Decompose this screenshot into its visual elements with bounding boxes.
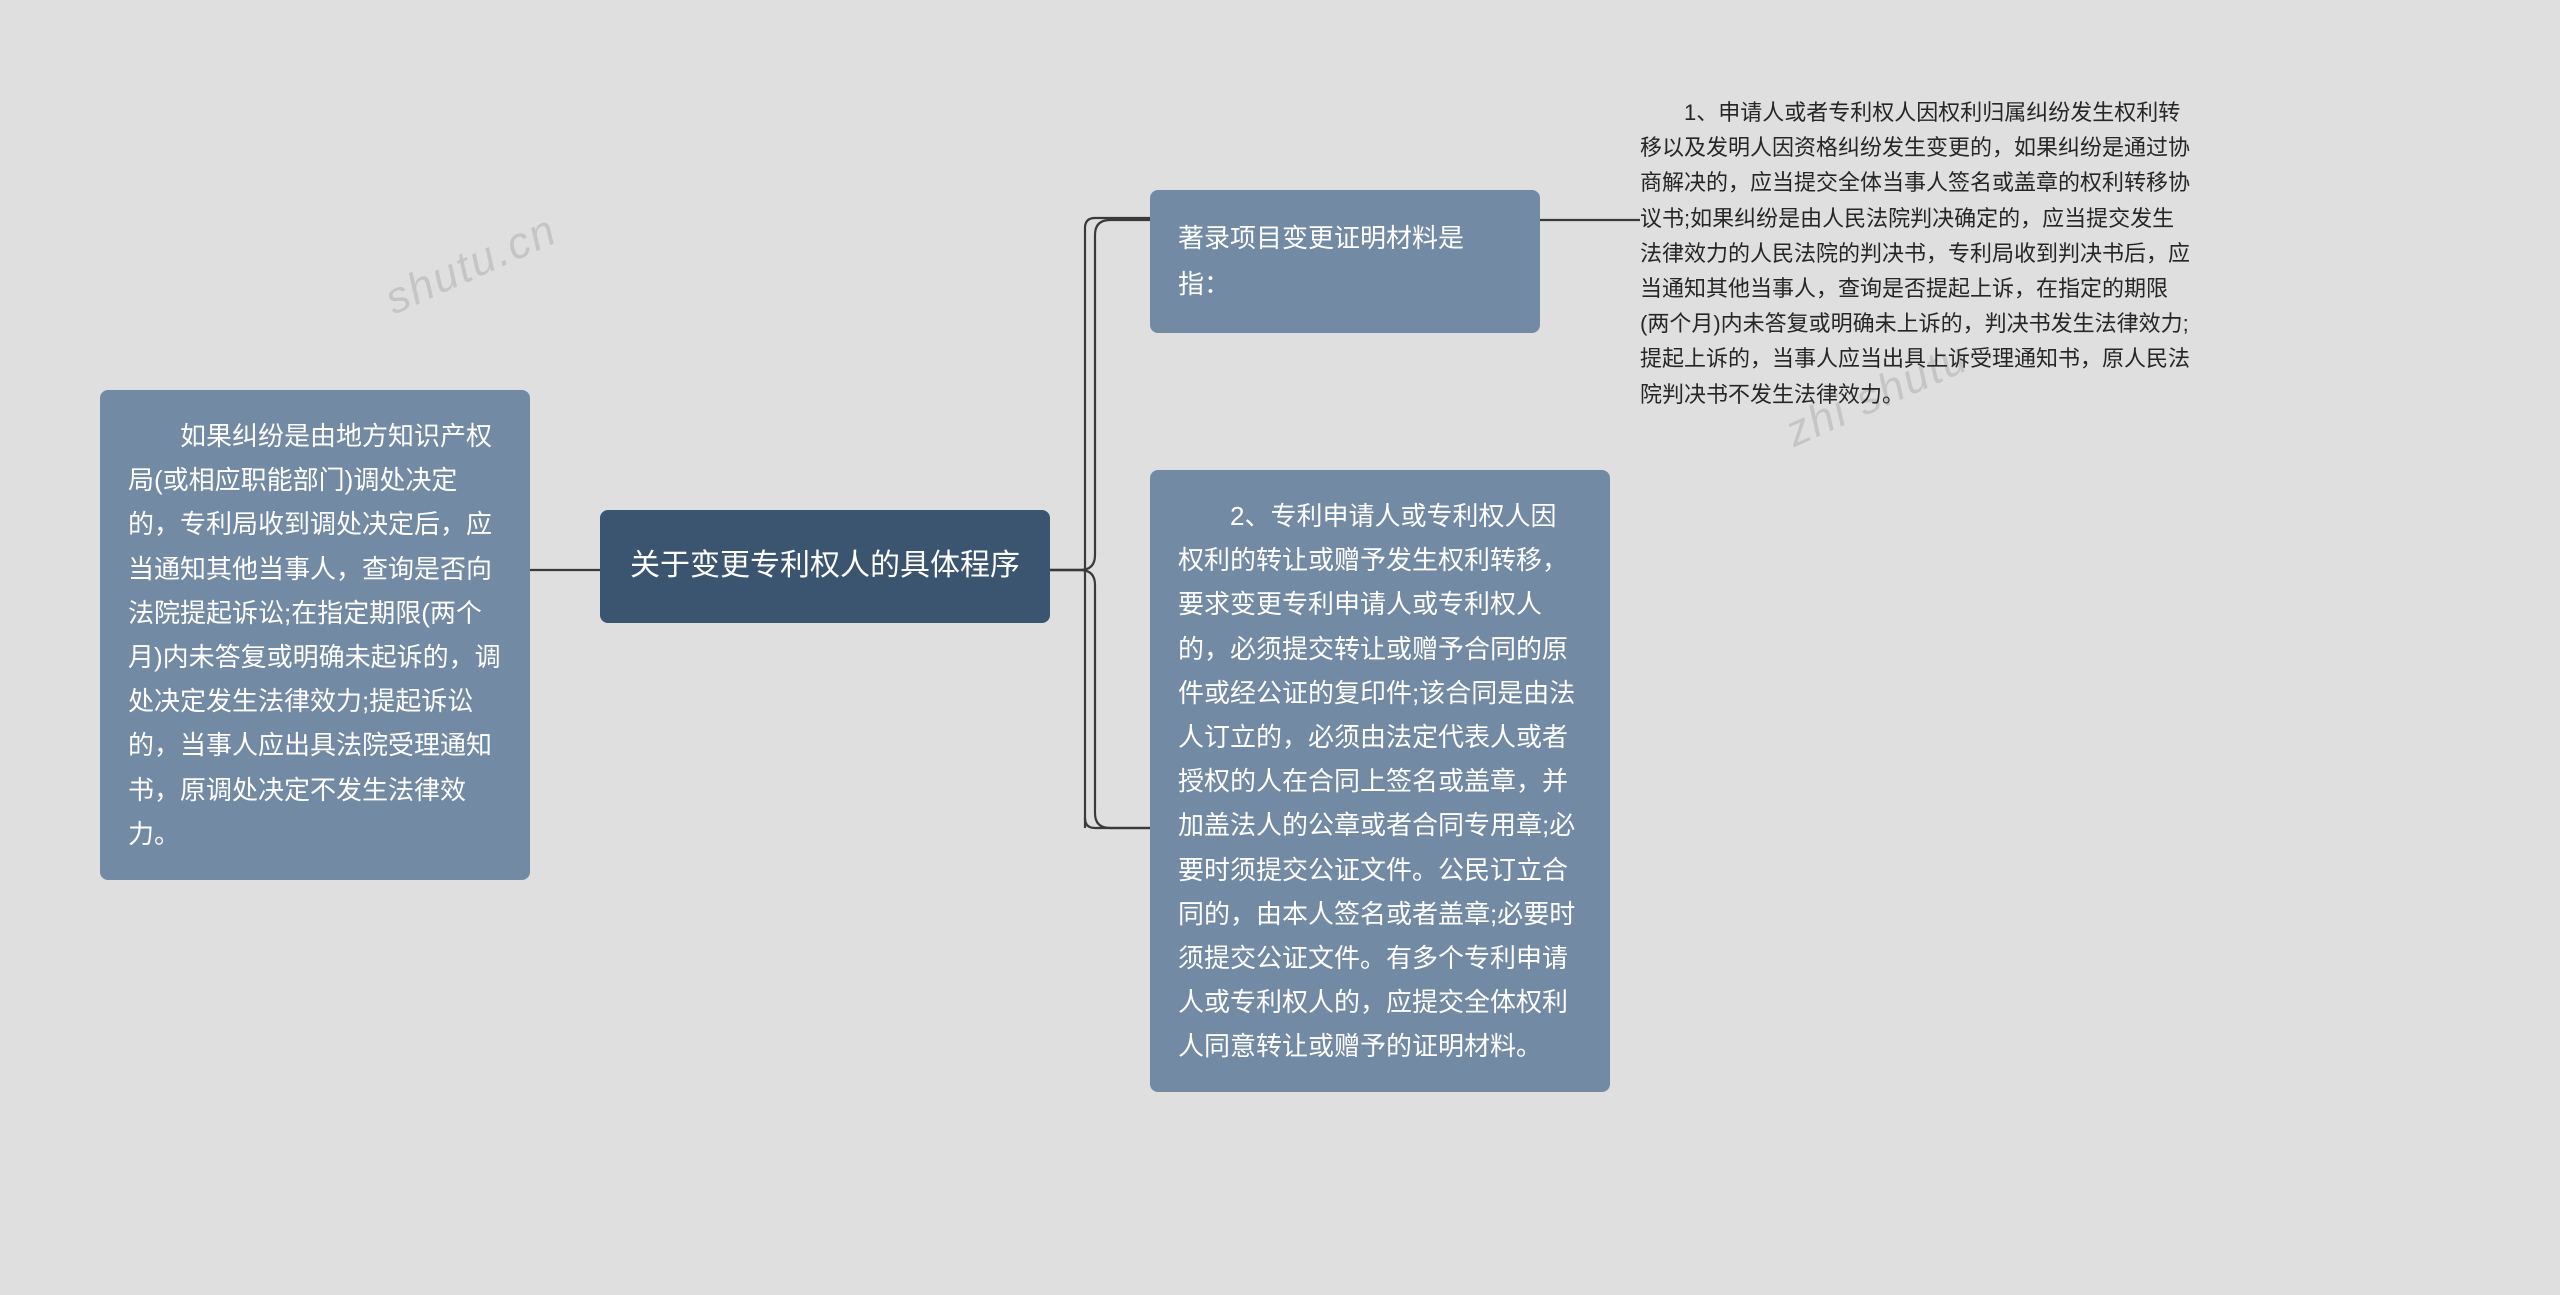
node-right-materials-detail: 1、申请人或者专利权人因权利归属纠纷发生权利转移以及发明人因资格纠纷发生变更的，… [1640,95,2190,412]
watermark-left: shutu.cn [378,205,565,325]
node-root-text: 关于变更专利权人的具体程序 [630,549,1020,582]
node-r1-text: 著录项目变更证明材料是指： [1178,223,1464,299]
node-left-dispute: 如果纠纷是由地方知识产权局(或相应职能部门)调处决定的，专利局收到调处决定后，应… [100,390,530,880]
node-right-transfer: 2、专利申请人或专利权人因权利的转让或赠予发生权利转移，要求变更专利申请人或专利… [1150,470,1610,1092]
node-left-text: 如果纠纷是由地方知识产权局(或相应职能部门)调处决定的，专利局收到调处决定后，应… [128,421,501,849]
node-right-materials: 著录项目变更证明材料是指： [1150,190,1540,333]
node-r1a-text: 1、申请人或者专利权人因权利归属纠纷发生权利转移以及发明人因资格纠纷发生变更的，… [1640,100,2190,407]
node-r2-text: 2、专利申请人或专利权人因权利的转让或赠予发生权利转移，要求变更专利申请人或专利… [1178,501,1575,1061]
node-root: 关于变更专利权人的具体程序 [600,510,1050,623]
